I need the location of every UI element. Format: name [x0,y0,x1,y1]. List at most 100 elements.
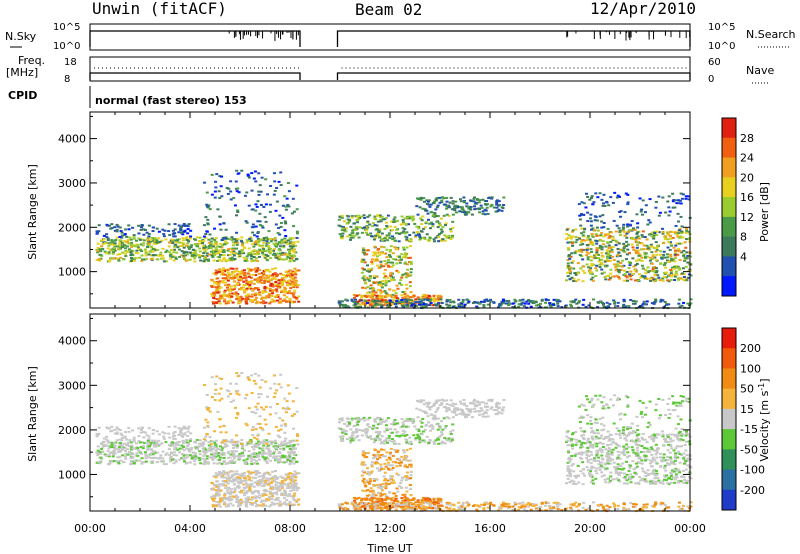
power-cell [444,235,448,238]
power-cell [622,299,626,302]
velocity-cell [233,460,237,463]
velocity-cell [244,504,248,507]
power-cell [259,203,263,206]
power-cell [273,180,277,183]
power-cell [222,222,226,225]
power-cell [168,234,172,237]
power-cell [681,267,685,270]
power-cell [590,233,594,236]
velocity-cell [210,497,214,500]
velocity-cell [174,459,178,462]
power-cell [440,230,444,233]
power-cell [401,273,405,276]
power-cell [408,256,412,259]
power-cell [381,280,385,283]
power-cell [274,288,278,291]
power-cell [416,296,420,299]
velocity-cell [218,470,222,474]
power-cell [232,252,236,255]
power-cell [458,210,462,213]
velocity-cell [265,477,269,480]
velocity-cell [276,496,280,499]
velocity-cell [198,439,202,442]
power-cell [277,286,281,289]
velocity-cell [235,455,239,458]
power-cell [208,253,212,256]
power-cell [499,302,503,305]
velocity-cell [290,450,294,453]
power-cell [590,272,594,275]
power-cell [587,304,591,307]
velocity-cell [155,444,159,447]
power-cell [445,298,449,301]
velocity-cell [278,436,282,439]
power-cell [589,220,593,223]
power-cell [250,250,254,253]
power-cell [249,257,253,260]
power-cell [180,250,184,253]
power-cell [361,247,365,250]
power-cell [255,240,259,243]
velocity-cell [213,399,217,402]
velocity-cell [278,455,282,458]
power-cell [216,256,220,259]
velocity-cell [265,442,269,445]
power-cell [161,254,165,257]
power-cell [428,237,432,240]
power-cell [389,299,393,302]
velocity-cell [218,461,222,464]
power-cell [340,237,344,240]
power-cell [440,302,444,305]
power-cell [267,245,271,247]
power-cell [247,253,251,256]
power-cell [625,240,629,243]
power-cell [634,241,638,244]
velocity-cell [142,442,146,445]
power-cell [374,234,378,237]
velocity-cell [261,477,265,480]
power-cell [665,271,669,274]
power-cell [271,290,275,293]
power-cell [608,246,612,249]
power-cell [233,204,237,207]
power-cell [394,258,398,261]
power-cell [229,287,233,290]
power-cell [662,253,666,256]
power-cell [394,292,398,295]
power-cell [439,228,443,231]
power-cell [203,257,207,260]
power-cell [148,250,152,253]
power-cell [635,246,639,249]
power-cell [172,259,176,262]
power-cell [431,298,435,301]
velocity-cell [190,446,194,449]
velocity-cell [203,460,207,463]
power-cell [425,199,429,202]
power-heatmap [95,169,693,310]
power-cell [214,269,218,272]
power-cell [238,253,242,256]
velocity-cell [134,454,138,457]
power-cell [129,254,133,257]
power-cell [215,301,219,304]
velocity-cell [249,471,253,474]
power-cell [576,272,580,275]
power-cell [629,275,633,278]
velocity-cell [279,424,283,427]
power-cell [212,251,216,254]
power-cell [627,230,631,233]
power-cell [369,269,373,272]
power-cell [624,258,628,261]
power-cell [252,245,256,248]
power-cell [447,304,451,307]
power-cell [137,247,141,250]
power-cell [365,295,369,298]
power-cell [403,252,407,255]
velocity-cell [288,463,292,466]
power-cell [146,244,150,247]
power-cell [602,235,606,238]
power-cell [256,231,260,234]
power-cell [214,180,218,183]
power-cell [193,260,197,263]
power-cell [667,241,671,244]
